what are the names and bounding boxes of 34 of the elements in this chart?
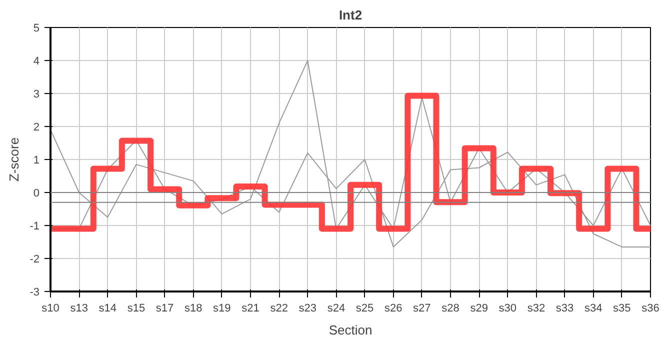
y-tick-label: -1 [30,220,40,232]
x-tick-label: s17 [156,302,174,314]
x-tick-label: s13 [70,302,88,314]
y-tick-label: 1 [33,154,40,166]
x-tick-label: s25 [356,302,374,314]
chart-title: Int2 [338,8,362,22]
x-tick-label: s33 [556,302,574,314]
x-tick-label: s36 [642,302,660,314]
y-tick-label: 4 [33,56,40,68]
y-tick-label: 3 [33,88,40,100]
x-tick-label: s18 [184,302,202,314]
x-tick-label: s15 [127,302,146,314]
x-tick-label: s30 [498,302,517,314]
x-tick-label: s29 [470,302,488,314]
x-tick-label: s23 [298,302,317,314]
x-tick-label: s28 [442,302,460,314]
x-tick-label: s21 [242,302,260,314]
x-tick-label: s32 [527,302,546,314]
y-axis-title: Z-score [6,137,22,182]
x-tick-label: s10 [42,302,60,314]
x-tick-label: s22 [270,302,288,314]
x-tick-label: s27 [413,302,431,314]
y-tick-label: 5 [33,22,40,34]
x-tick-label: s14 [98,302,117,314]
x-tick-label: s35 [613,302,631,314]
x-tick-label: s34 [584,302,602,314]
x-tick-label: s26 [384,302,402,314]
x-axis-title: Section [328,322,372,338]
x-tick-label: s19 [213,302,231,314]
y-tick-label: -3 [30,286,40,298]
y-tick-label: 0 [33,188,40,200]
y-tick-label: 2 [33,122,40,134]
y-tick-label: -2 [30,254,40,266]
x-tick-label: s24 [327,302,346,314]
